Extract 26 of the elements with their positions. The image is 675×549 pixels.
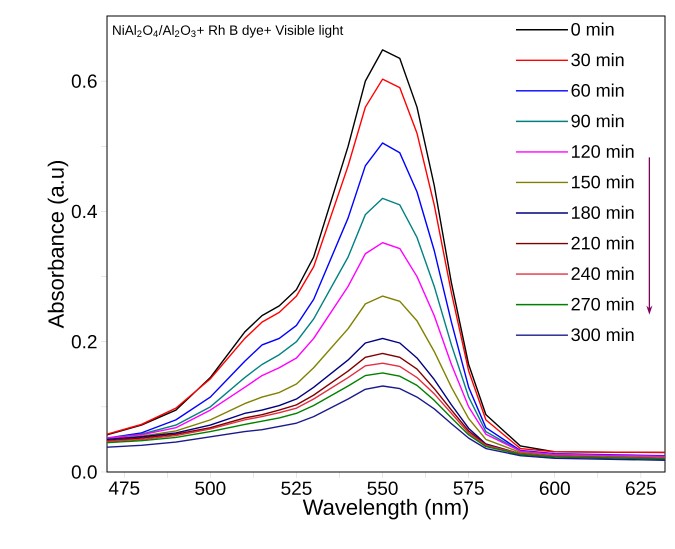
line-series bbox=[107, 142, 665, 456]
x-tick-label: 575 bbox=[454, 482, 484, 495]
y-tick-label: 0.2 bbox=[72, 334, 97, 348]
x-tick-label: 500 bbox=[195, 482, 226, 495]
x-tick-label: 625 bbox=[626, 482, 656, 495]
x-tick-label: 525 bbox=[281, 482, 312, 495]
legend-label: 240 min bbox=[572, 266, 634, 280]
legend-label: 150 min bbox=[572, 175, 634, 188]
y-tick-label: 0.0 bbox=[72, 465, 97, 479]
legend-label: 90 min bbox=[572, 114, 624, 128]
x-axis-title: Wavelength (nm) bbox=[302, 498, 468, 520]
text: NiAl$_{2}$O$_{4}$/Al$_{2}$O$_{3}$+ Rh B dye+ Visible light bbox=[113, 25, 344, 38]
y-tick-label: 0.6 bbox=[72, 74, 97, 88]
legend-label: 60 min bbox=[572, 84, 624, 97]
x-tick-label: 475 bbox=[108, 482, 140, 495]
x-tick-label: 600 bbox=[540, 482, 570, 495]
legend-label: 210 min bbox=[572, 236, 634, 250]
legend-label: 0 min bbox=[571, 22, 614, 36]
legend-label: 30 min bbox=[571, 53, 624, 66]
x-tick-label: 550 bbox=[367, 482, 398, 495]
y-axis-title: Absorbance (a.u) bbox=[48, 161, 68, 328]
legend-label: 270 min bbox=[572, 297, 634, 311]
y-tick-label: 0.4 bbox=[72, 204, 97, 218]
legend-label: 120 min bbox=[572, 144, 634, 158]
legend-label: 180 min bbox=[572, 206, 634, 219]
legend-label: 300 min bbox=[571, 328, 634, 342]
